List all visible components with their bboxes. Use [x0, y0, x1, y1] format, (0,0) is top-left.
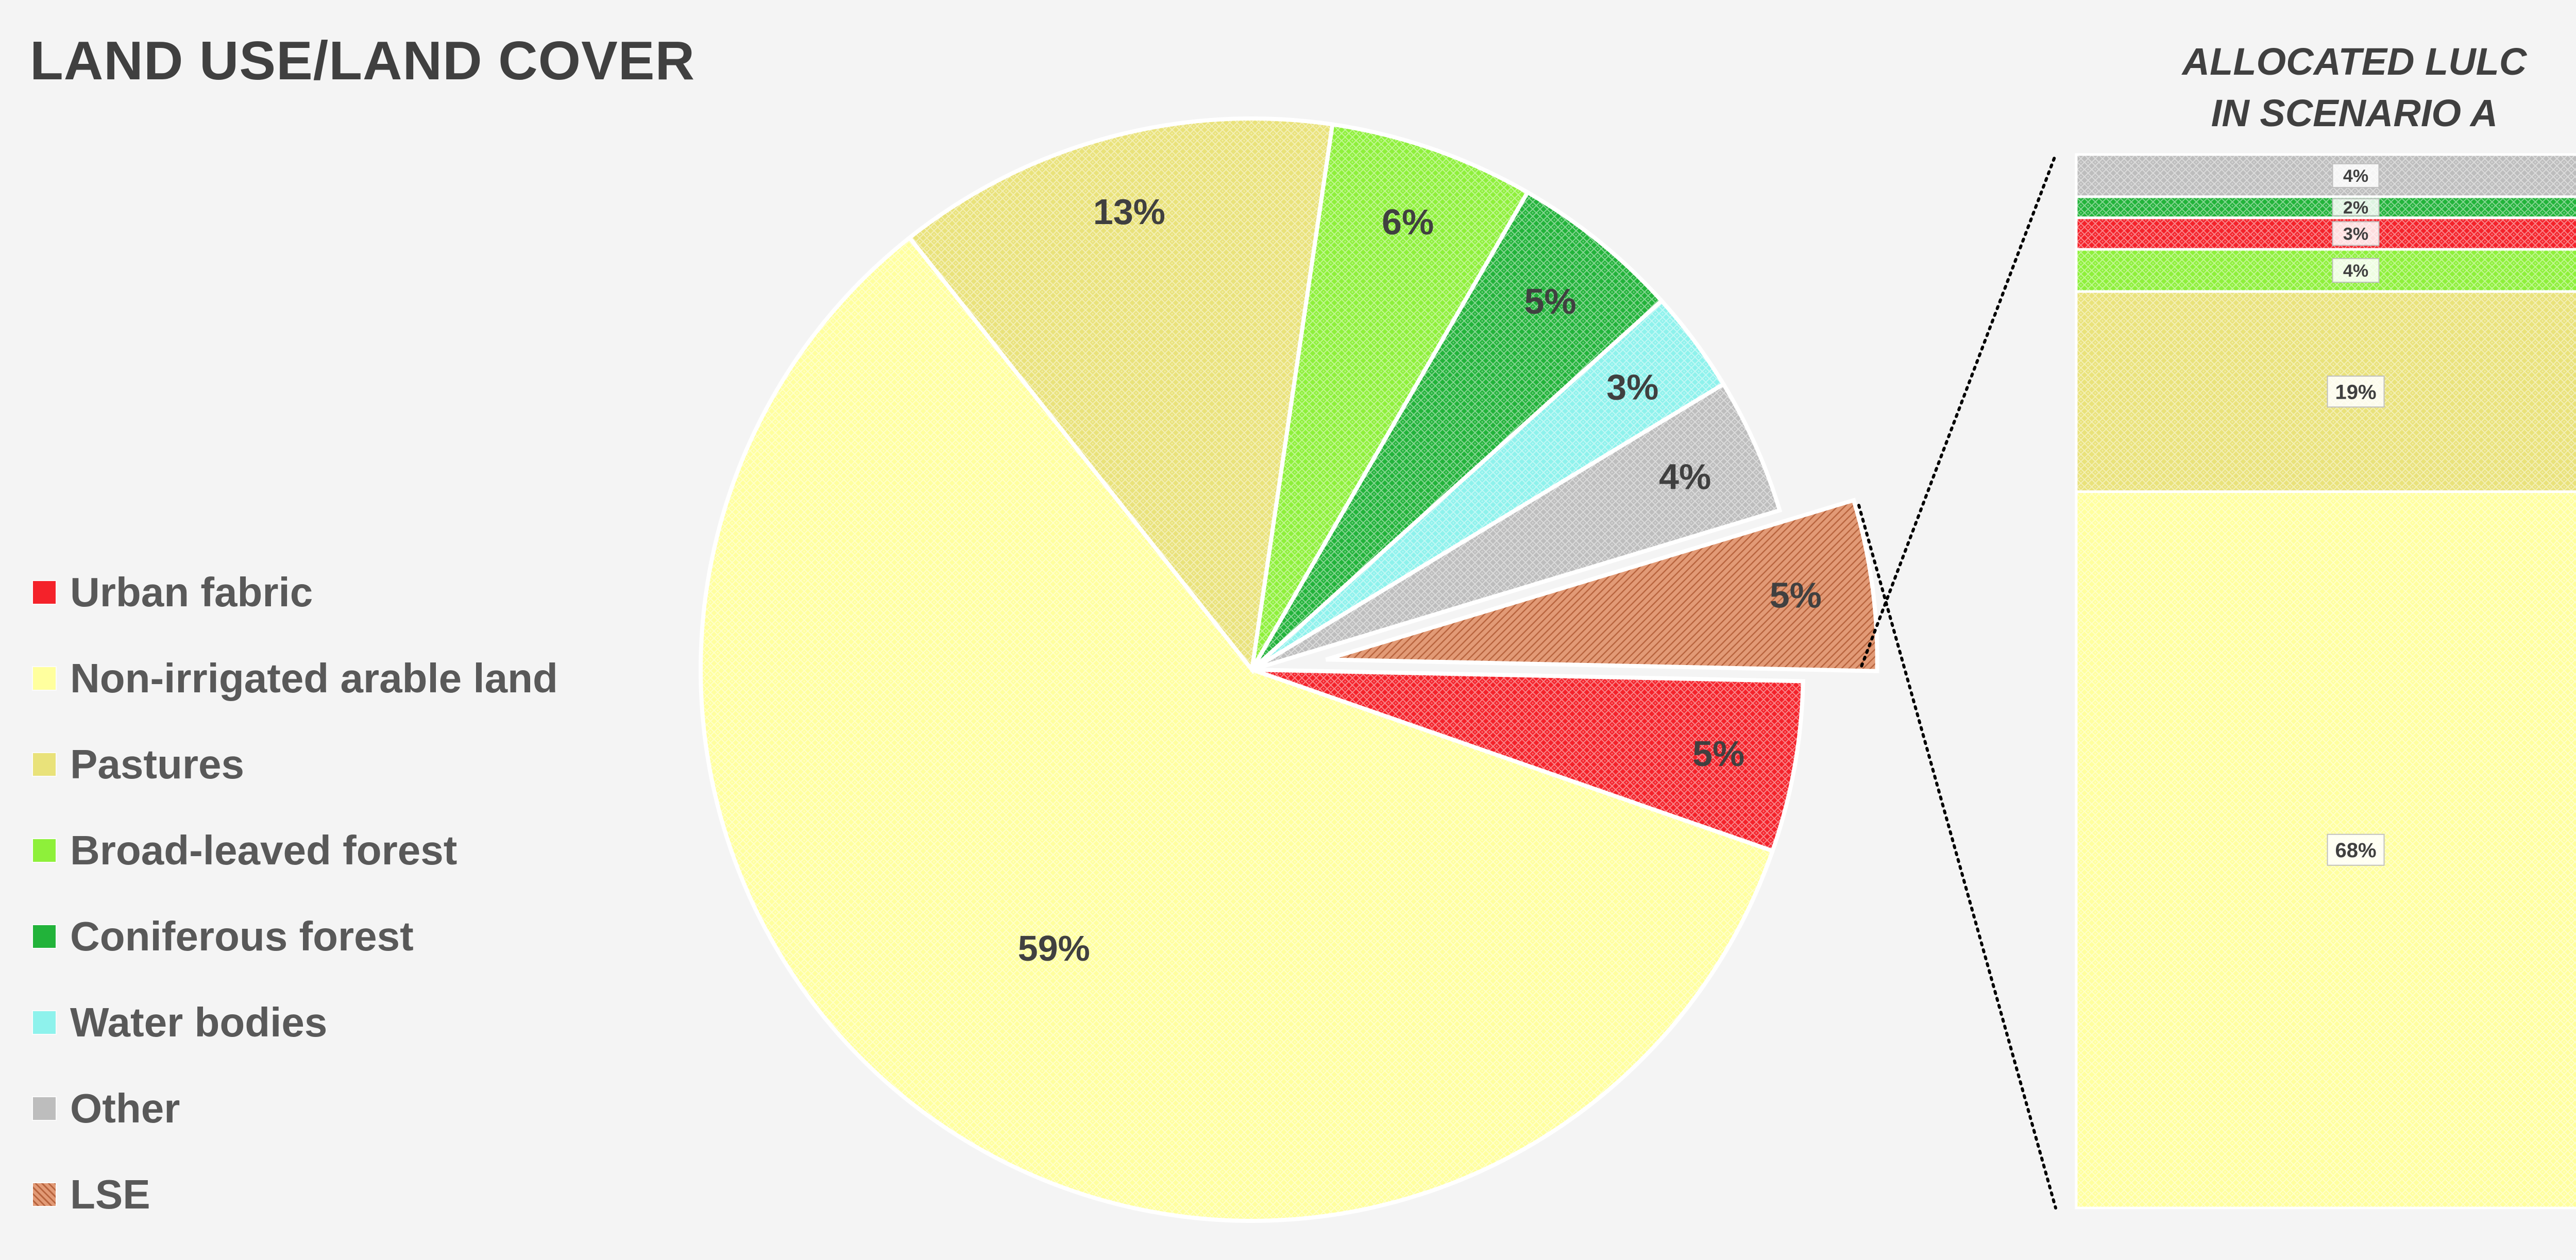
connector-bottom: [1857, 504, 2057, 1210]
pie-chart: 5% 59% 13% 6% 5% 3% 4% 5%: [699, 116, 1879, 1223]
legend-swatch-broadleaved: [32, 838, 57, 863]
bar-label-arable: 68%: [2335, 839, 2376, 862]
legend-label-pastures: Pastures: [70, 741, 244, 787]
legend-swatch-other: [32, 1096, 57, 1121]
stacked-bar-chart: 68% 19% 4% 3% 2% 4%: [2075, 153, 2576, 1210]
bar-label-box-broadleaved: [2332, 258, 2380, 283]
bar-label-other: 4%: [2343, 166, 2368, 186]
chart-title: LAND USE/LAND COVER: [30, 30, 696, 91]
pie-slice-other: [1250, 381, 1783, 672]
bar-label-box-other: [2332, 163, 2380, 188]
pie-slice-lse: [1325, 498, 1879, 673]
stacked-bar-title-line-2: IN SCENARIO A: [2211, 92, 2498, 134]
bar-label-box-urban: [2332, 221, 2380, 246]
pie-label-pastures: 13%: [1093, 192, 1165, 232]
legend-swatch-lse: [32, 1182, 57, 1207]
legend-label-urban: Urban fabric: [70, 569, 313, 615]
pie-slice-urban: [1251, 668, 1805, 854]
legend-label-coniferous: Coniferous forest: [70, 913, 414, 959]
legend-swatch-arable: [32, 666, 57, 691]
stacked-bar-title-line-1: ALLOCATED LULC: [2182, 40, 2527, 83]
bar-label-urban: 3%: [2343, 225, 2368, 244]
pie-slice-pastures: [906, 116, 1335, 675]
legend-swatch-urban: [32, 580, 57, 605]
bar-label-box-arable: [2327, 833, 2385, 866]
bar-label-broadleaved: 4%: [2343, 261, 2368, 281]
legend-label-broadleaved: Broad-leaved forest: [70, 827, 457, 873]
bar-segment-arable: [2075, 490, 2576, 1210]
legend-label-other: Other: [70, 1085, 180, 1131]
legend-label-lse: LSE: [70, 1171, 150, 1217]
pie-label-lse: 5%: [1770, 575, 1822, 615]
bar-segment-pastures: [2075, 290, 2576, 493]
legend-swatch-water: [32, 1010, 57, 1035]
stacked-bar-title: ALLOCATED LULC IN SCENARIO A: [2076, 36, 2576, 139]
bar-label-box-coniferous: [2332, 198, 2380, 216]
legend-swatch-coniferous: [32, 924, 57, 949]
pie-label-coniferous: 5%: [1524, 281, 1577, 321]
legend-label-arable: Non-irrigated arable land: [70, 655, 558, 701]
legend-label-water: Water bodies: [70, 999, 328, 1045]
bar-label-pastures: 19%: [2335, 381, 2376, 404]
bar-segment-coniferous: [2075, 195, 2576, 219]
legend-swatch-pastures: [32, 752, 57, 777]
pie-slice-arable: [699, 234, 1775, 1223]
pie-label-arable: 59%: [1018, 928, 1090, 968]
connector-lines: [1857, 153, 2057, 1210]
connector-top: [1860, 153, 2057, 668]
bar-segment-other: [2075, 153, 2576, 198]
bar-label-coniferous: 2%: [2343, 198, 2368, 217]
bar-segment-urban: [2075, 216, 2576, 251]
pie-label-other: 4%: [1659, 457, 1711, 497]
bar-segment-broadleaved: [2075, 248, 2576, 293]
pie-slice-broadleaved: [1250, 122, 1531, 671]
pie-label-water: 3%: [1606, 367, 1658, 407]
bar-label-box-pastures: [2327, 376, 2385, 408]
pie-label-broadleaved: 6%: [1382, 202, 1434, 242]
pie-slice-coniferous: [1250, 189, 1665, 671]
pie-label-urban: 5%: [1692, 734, 1744, 774]
